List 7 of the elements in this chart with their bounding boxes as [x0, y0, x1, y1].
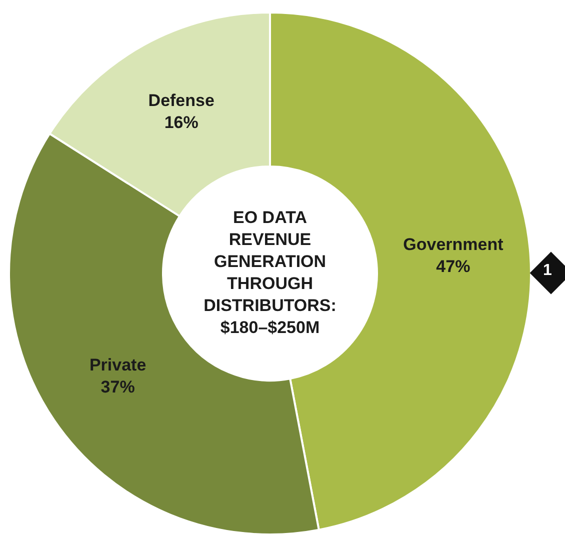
data-label: 37%: [100, 378, 135, 397]
data-label: 16%: [164, 112, 198, 132]
slice-label: Government: [403, 234, 504, 254]
data-label: 47%: [436, 256, 470, 276]
text: EO DATA REVENUE GENERATION THROUGH DISTRIBUTORS: $180–$250M: [204, 208, 336, 338]
slice-label: Private: [89, 356, 146, 375]
slice-label: Defense: [148, 90, 214, 110]
